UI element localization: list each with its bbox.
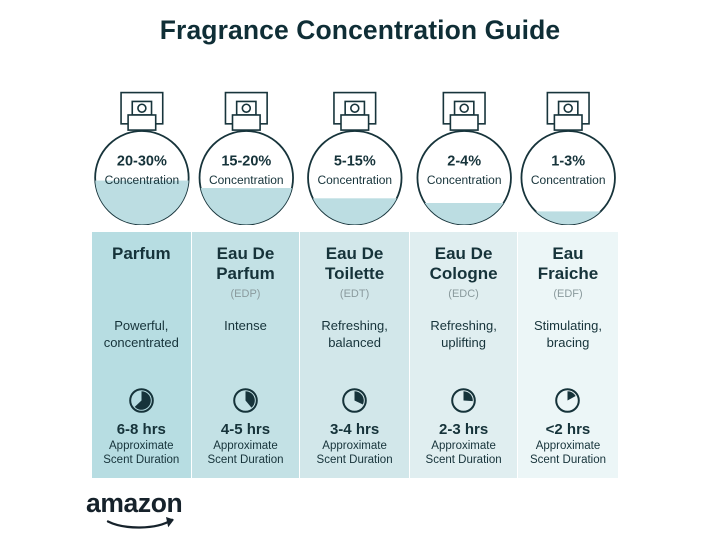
svg-text:Concentration: Concentration (318, 173, 393, 187)
svg-text:Concentration: Concentration (531, 173, 606, 187)
svg-text:Concentration: Concentration (427, 173, 502, 187)
svg-text:amazon: amazon (86, 492, 182, 518)
svg-text:5-15%: 5-15% (334, 154, 376, 170)
svg-text:2-4%: 2-4% (447, 154, 481, 170)
svg-text:15-20%: 15-20% (221, 154, 271, 170)
svg-text:Concentration: Concentration (104, 173, 179, 187)
svg-text:1-3%: 1-3% (552, 154, 586, 170)
svg-text:Concentration: Concentration (209, 173, 284, 187)
svg-text:20-30%: 20-30% (117, 154, 167, 170)
